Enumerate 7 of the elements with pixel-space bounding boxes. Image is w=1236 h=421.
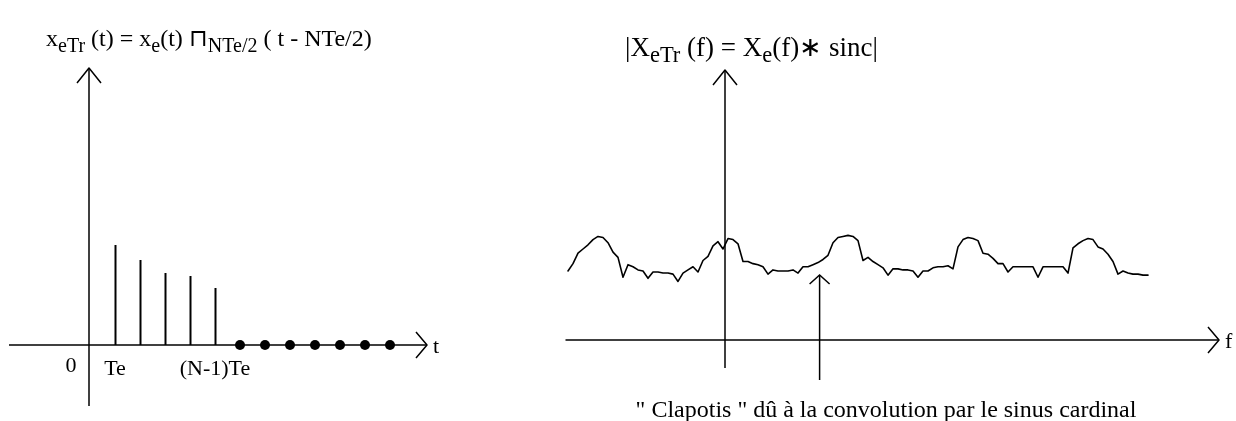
x-axis-title: t [433, 332, 440, 358]
x-tick-label: (N-1)Te [179, 354, 251, 380]
chart-title: x$_{eTr}$ (t) = x$_{e}$(t) ⊓$_{NTe/2}$ ( t - NTe/2) [46, 25, 372, 56]
chart-title: |X$_{eTr}$ (f) = X$_{e}$(f)∗ sinc| [625, 32, 878, 68]
x-axis-title: f [1225, 327, 1233, 353]
text: 0 [65, 352, 77, 377]
x-tick-label: Te [104, 354, 126, 380]
